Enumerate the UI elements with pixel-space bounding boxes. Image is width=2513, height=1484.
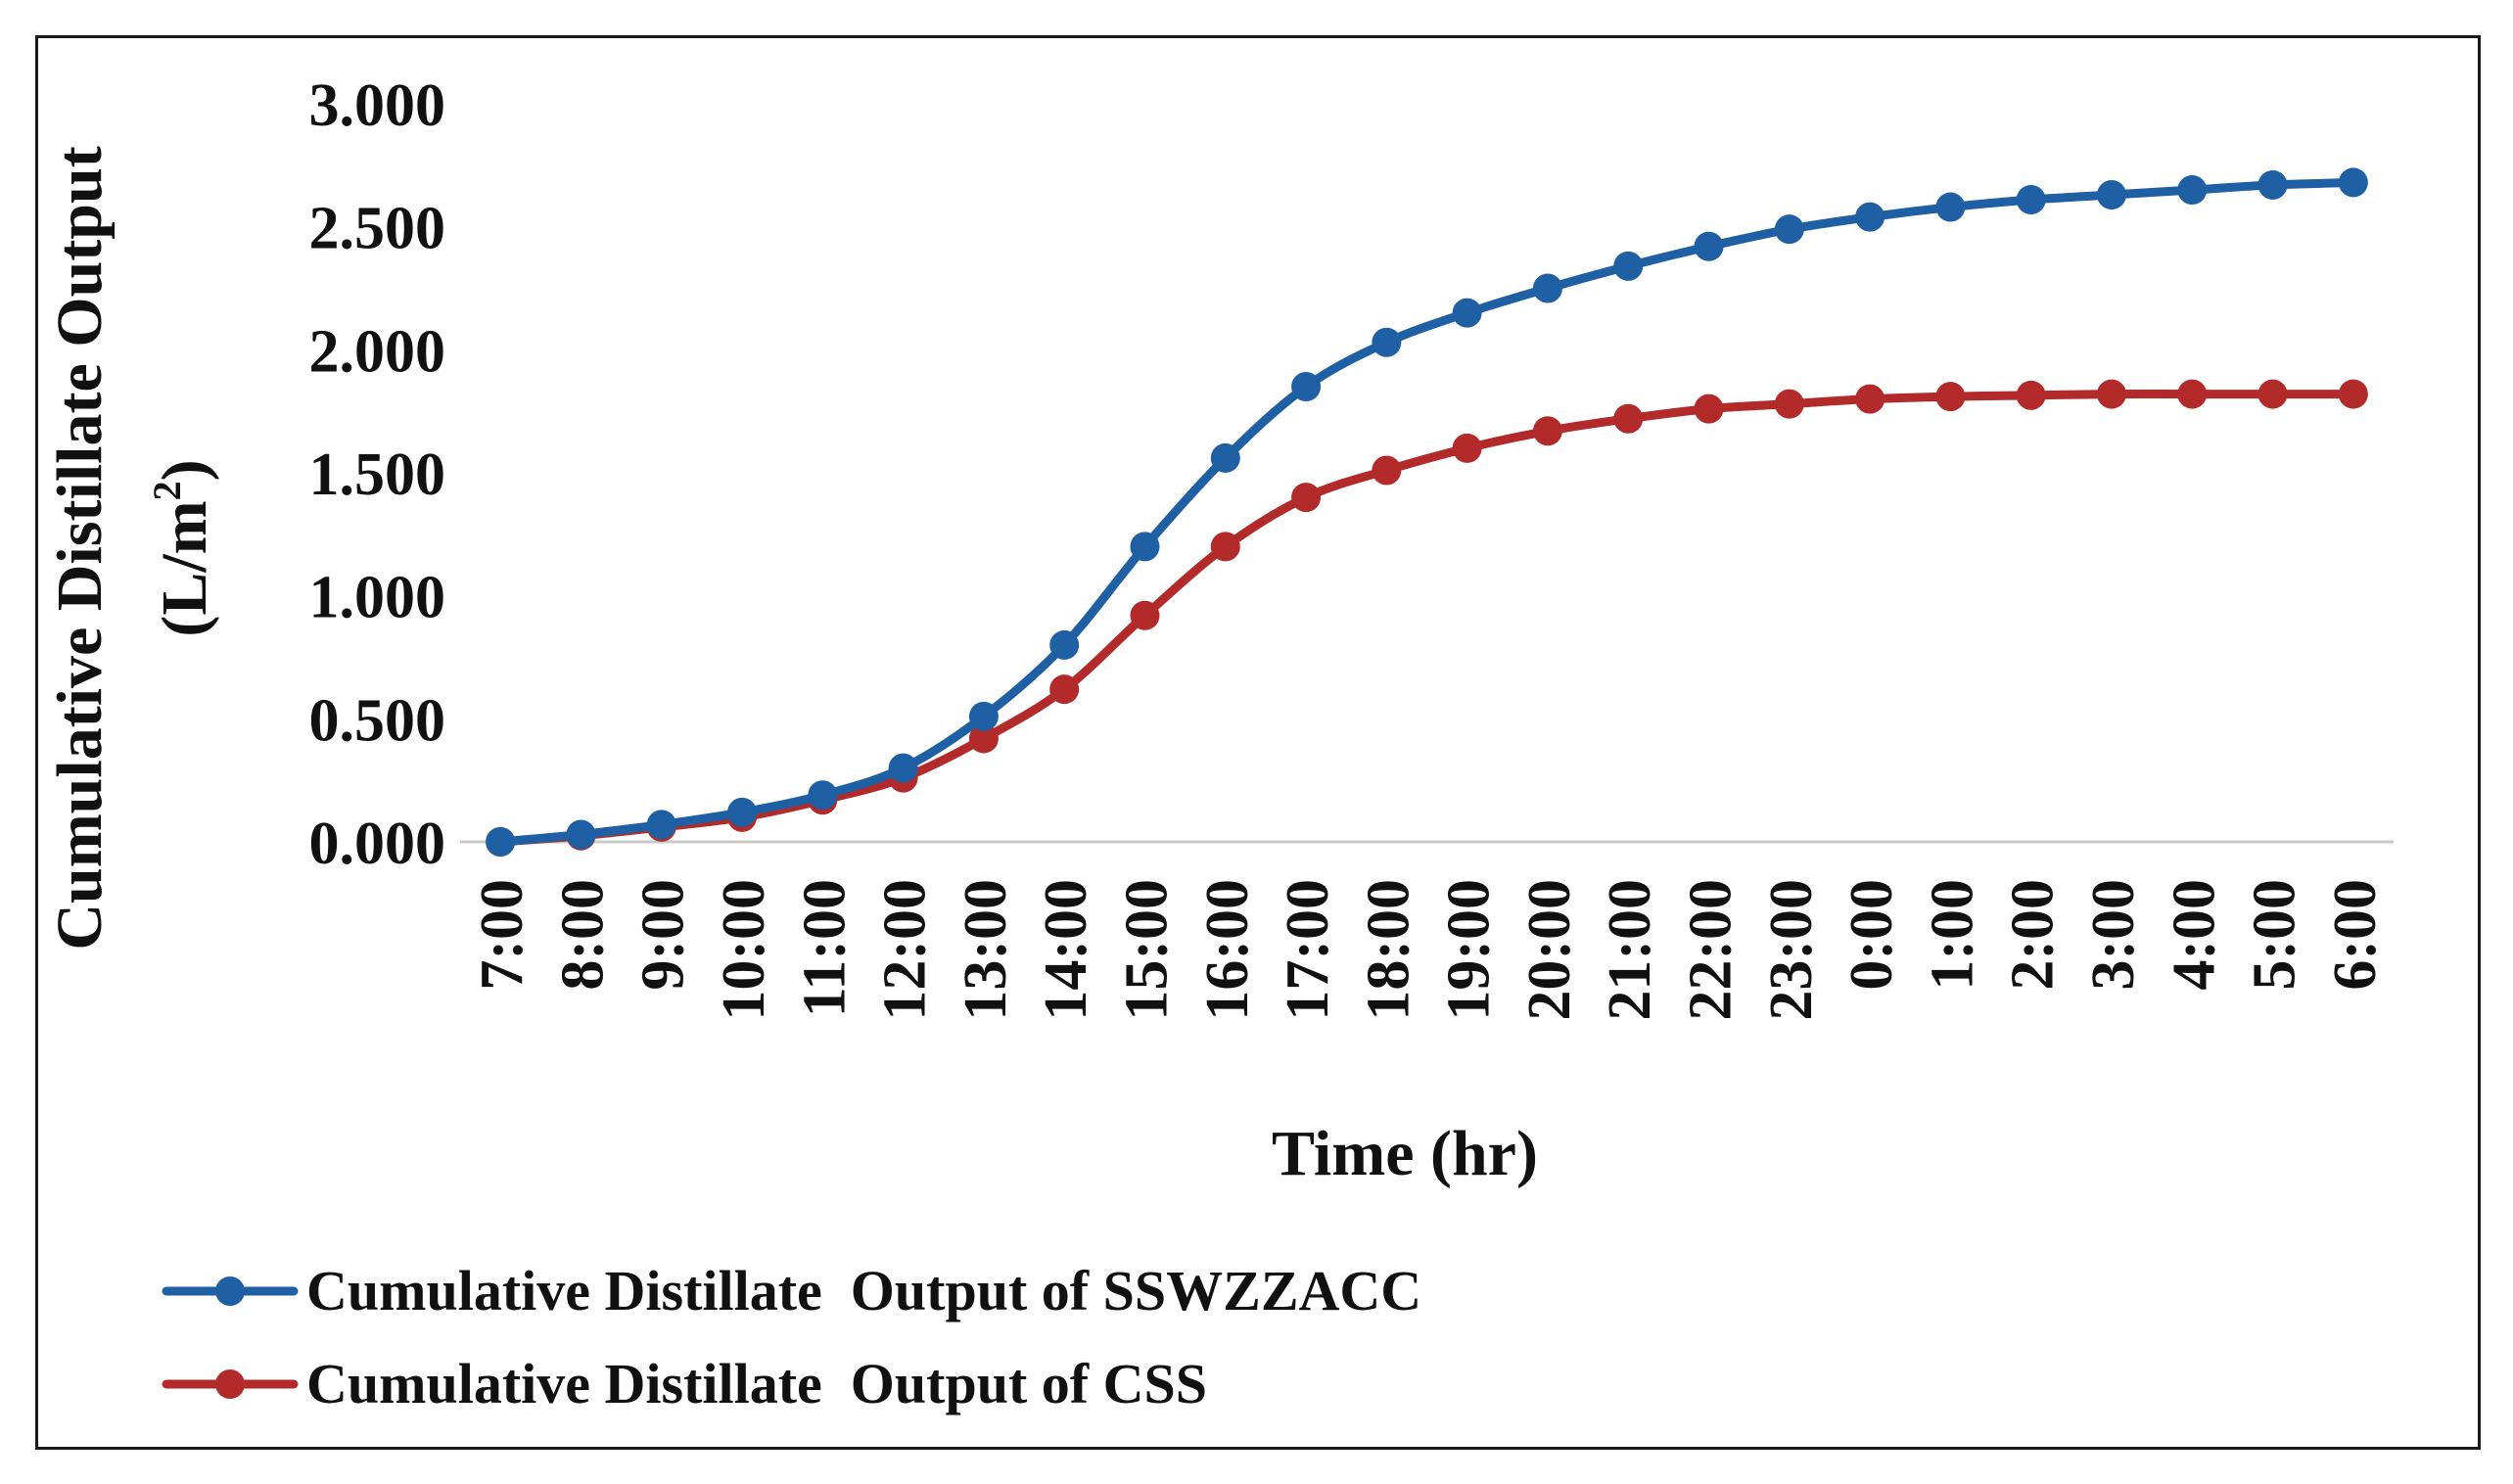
x-tick-label: 8:00 <box>549 879 616 991</box>
data-point-css <box>1855 384 1885 414</box>
data-point-sswzzacc <box>646 810 676 840</box>
y-tick-label: 2.500 <box>309 196 446 262</box>
data-point-css <box>1935 382 1966 412</box>
x-tick-label: 10:00 <box>711 879 777 1021</box>
data-point-sswzzacc <box>2177 174 2208 205</box>
y-tick-label: 0.500 <box>309 687 446 754</box>
data-point-sswzzacc <box>808 780 838 811</box>
y-axis-title-line2: (L/m2) <box>145 459 220 636</box>
data-point-sswzzacc <box>727 797 758 827</box>
data-point-css <box>1452 433 1482 463</box>
data-point-sswzzacc <box>1855 202 1885 232</box>
data-point-css <box>2177 379 2208 409</box>
data-point-css <box>1532 416 1562 446</box>
data-point-sswzzacc <box>888 753 918 783</box>
x-tick-label: 9:00 <box>630 879 697 991</box>
legend-label-css: Cumulative Distillate Output of CSS <box>306 1352 1208 1415</box>
data-point-sswzzacc <box>2096 179 2126 209</box>
x-tick-label: 5:00 <box>2242 879 2308 991</box>
data-point-css <box>1613 403 1644 434</box>
data-point-sswzzacc <box>1130 532 1160 562</box>
data-point-sswzzacc <box>1291 372 1322 402</box>
legend-item-css: Cumulative Distillate Output of CSS <box>162 1351 1207 1416</box>
data-point-css <box>2338 379 2368 409</box>
data-point-css <box>2096 379 2126 409</box>
legend-swatch-sswzzacc <box>162 1275 299 1306</box>
y-tick-label: 1.000 <box>309 565 446 631</box>
y-tick-label: 1.500 <box>309 441 446 508</box>
series-line-css <box>495 389 2358 847</box>
x-tick-label: 11:00 <box>791 879 858 1017</box>
data-point-sswzzacc <box>566 819 596 850</box>
y-axis-title: Cumulative Distillate Output (L/m2) <box>44 146 220 950</box>
data-point-css <box>1291 483 1322 513</box>
x-tick-label: 18:00 <box>1355 879 1421 1021</box>
data-point-css <box>2257 379 2288 409</box>
y-tick-label: 0.000 <box>309 811 446 877</box>
data-point-css <box>1694 394 1724 424</box>
legend-label-sswzzacc: Cumulative Distillate Output of SSWZZACC <box>306 1259 1422 1322</box>
x-tick-label: 15:00 <box>1113 879 1180 1021</box>
data-point-sswzzacc <box>1049 629 1080 660</box>
x-tick-label: 7:00 <box>469 879 535 991</box>
x-tick-label: 6:00 <box>2322 879 2389 991</box>
series-line-sswzzacc <box>495 177 2358 847</box>
x-tick-label: 19:00 <box>1436 879 1503 1021</box>
x-tick-label: 13:00 <box>953 879 1019 1021</box>
legend-swatch-css <box>162 1368 299 1399</box>
data-point-css <box>1130 600 1160 630</box>
data-point-sswzzacc <box>968 701 999 731</box>
x-tick-labels: 7:00 8:00 9:00 10:00 11:00 12:00 13:00 14:00 15:… <box>469 879 2389 1021</box>
x-tick-label: 17:00 <box>1275 879 1341 1021</box>
x-tick-label: 22:00 <box>1678 879 1745 1021</box>
x-tick-label: 12:00 <box>872 879 939 1021</box>
x-axis-title: Time (hr) <box>1272 1118 1538 1189</box>
y-tick-label: 2.000 <box>309 318 446 385</box>
y-tick-labels: 0.000 0.500 1.000 1.500 2.000 2.500 3.000 <box>309 72 446 877</box>
data-point-css <box>968 723 999 754</box>
y-tick-label: 3.000 <box>309 72 446 139</box>
series-layer <box>486 167 2368 857</box>
data-point-sswzzacc <box>1210 442 1240 473</box>
x-tick-label: 23:00 <box>1758 879 1825 1021</box>
y-axis-title-line1: Cumulative Distillate Output <box>44 146 116 950</box>
data-point-sswzzacc <box>1774 214 1804 245</box>
data-point-css <box>1210 532 1240 562</box>
data-point-sswzzacc <box>486 827 516 857</box>
x-tick-label: 1:00 <box>1919 879 1985 991</box>
data-point-sswzzacc <box>1613 251 1644 281</box>
x-tick-label: 4:00 <box>2161 879 2227 991</box>
x-tick-label: 0:00 <box>1838 879 1905 991</box>
x-tick-label: 2:00 <box>2000 879 2067 991</box>
x-tick-label: 3:00 <box>2080 879 2147 991</box>
legend-item-sswzzacc: Cumulative Distillate Output of SSWZZACC <box>162 1258 1421 1323</box>
data-point-css <box>1774 389 1804 419</box>
data-point-sswzzacc <box>1935 192 1966 222</box>
x-tick-label: 20:00 <box>1516 879 1583 1021</box>
data-point-sswzzacc <box>2016 185 2046 215</box>
data-point-sswzzacc <box>1694 231 1724 261</box>
data-point-sswzzacc <box>1532 273 1562 303</box>
data-point-css <box>1372 455 1402 486</box>
x-tick-label: 16:00 <box>1194 879 1261 1021</box>
data-point-sswzzacc <box>2257 169 2288 200</box>
data-point-sswzzacc <box>1452 298 1482 328</box>
chart-frame <box>35 35 2481 1450</box>
x-tick-label: 14:00 <box>1033 879 1099 1021</box>
data-point-css <box>1049 674 1080 705</box>
x-tick-label: 21:00 <box>1597 879 1663 1021</box>
data-point-sswzzacc <box>2338 167 2368 198</box>
data-point-sswzzacc <box>1372 327 1402 357</box>
data-point-css <box>2016 380 2046 410</box>
